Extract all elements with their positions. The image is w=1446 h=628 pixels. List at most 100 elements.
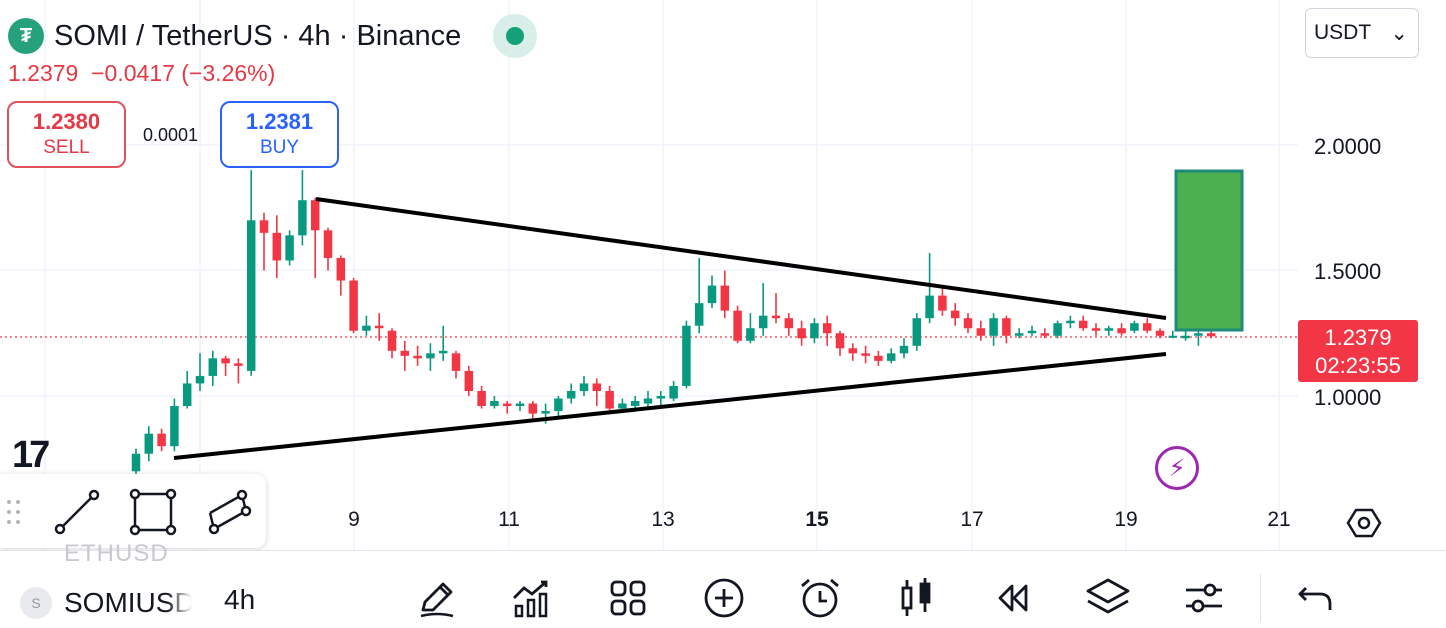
candle-body	[912, 318, 922, 346]
candle	[784, 313, 794, 336]
candle	[950, 303, 960, 326]
candle-body	[848, 348, 858, 354]
candle	[374, 313, 384, 341]
candle	[426, 343, 435, 371]
candle	[656, 390, 666, 407]
tether-logo-icon: ₮	[8, 18, 44, 54]
indicators-icon[interactable]	[508, 574, 556, 622]
rectangle-icon[interactable]	[128, 487, 178, 537]
candle	[682, 320, 691, 389]
candle	[464, 365, 474, 396]
candle	[643, 390, 653, 409]
price-chart[interactable]	[0, 0, 1446, 550]
candle	[310, 197, 320, 279]
price-axis-label: 2.0000	[1314, 134, 1382, 159]
candle	[707, 275, 717, 309]
buy-price: 1.2381	[245, 109, 314, 134]
candle-body	[784, 318, 794, 329]
time-axis-label: 9	[348, 508, 360, 531]
candle	[1117, 323, 1126, 336]
candle	[848, 343, 858, 361]
currency-select[interactable]: USDT ⌄	[1305, 8, 1419, 58]
replay-icon[interactable]	[988, 574, 1036, 622]
candle-body	[656, 396, 666, 399]
candle	[822, 315, 832, 346]
candle-body	[618, 403, 627, 409]
chart-settings-icon[interactable]	[1346, 505, 1382, 541]
candle	[1040, 328, 1050, 339]
bar-countdown: 02:23:55	[1315, 353, 1401, 378]
candle-body	[1181, 335, 1190, 339]
time-axis-label: 11	[498, 508, 520, 531]
candle-body	[643, 398, 653, 404]
time-axis-label: 15	[805, 508, 829, 531]
candle	[323, 227, 333, 271]
target-box[interactable]	[1174, 169, 1244, 332]
candle	[1155, 328, 1165, 339]
candle	[1168, 330, 1178, 339]
candle-body	[1066, 320, 1075, 324]
parallel-channel-icon[interactable]	[204, 487, 254, 537]
candle	[925, 252, 934, 324]
candle-body	[528, 403, 538, 414]
symbol-search-button[interactable]: SOMIUSDT	[64, 587, 192, 618]
lightning-icon[interactable]: ⚡	[1155, 446, 1199, 490]
candle-body	[1130, 323, 1139, 331]
interval-button[interactable]: 4h	[224, 584, 256, 615]
candle-body	[1002, 318, 1011, 336]
candle-body	[1091, 328, 1101, 331]
candle	[502, 401, 512, 414]
layers-icon[interactable]	[1084, 574, 1132, 622]
candle	[144, 426, 154, 462]
triangle-upper-trendline[interactable]	[315, 197, 1167, 320]
candle-body	[426, 353, 435, 359]
candle-body	[810, 323, 819, 339]
candle-body	[323, 230, 333, 258]
candle	[938, 285, 947, 316]
candle	[490, 396, 499, 409]
candle-body	[950, 310, 960, 319]
drag-handle-icon[interactable]	[4, 498, 24, 526]
candle	[451, 350, 461, 379]
buy-button[interactable]: 1.2381 BUY	[220, 101, 339, 168]
candle	[170, 398, 179, 452]
candle-body	[925, 295, 934, 319]
candle	[1053, 320, 1062, 339]
candle-body	[899, 345, 909, 354]
candle	[618, 398, 627, 412]
candle-body	[1155, 330, 1165, 336]
candle-body	[963, 318, 973, 329]
candle-body	[374, 325, 384, 329]
settings-sliders-icon[interactable]	[1180, 574, 1228, 622]
candle-body	[694, 303, 704, 326]
alert-clock-icon[interactable]	[796, 574, 844, 622]
candle-body	[1206, 333, 1216, 337]
symbol-title[interactable]: SOMI / TetherUS · 4h · Binance	[54, 19, 462, 52]
sell-label: SELL	[43, 137, 90, 158]
add-icon[interactable]	[700, 574, 748, 622]
undo-icon[interactable]	[1292, 574, 1340, 622]
candle-body	[976, 328, 986, 336]
candle	[912, 313, 922, 351]
candle	[1027, 325, 1037, 336]
candle	[1181, 330, 1190, 341]
market-status-icon[interactable]	[493, 14, 538, 58]
candle-body	[246, 220, 256, 371]
spread-value: 0.0001	[143, 125, 199, 145]
candle	[1066, 315, 1075, 329]
candle-body	[874, 355, 883, 361]
candle	[528, 401, 538, 422]
last-price-value: 1.2379	[1324, 325, 1392, 350]
candle	[1078, 315, 1088, 331]
time-axis-label: 13	[651, 508, 675, 531]
triangle-lower-trendline[interactable]	[173, 352, 1167, 460]
trendline-icon[interactable]	[52, 487, 102, 537]
sell-button[interactable]: 1.2380 SELL	[7, 101, 126, 168]
layout-grid-icon[interactable]	[604, 574, 652, 622]
pencil-icon[interactable]	[413, 574, 461, 622]
price-axis-label: 1.0000	[1314, 385, 1382, 410]
chart-type-icon[interactable]	[892, 574, 940, 622]
candle	[272, 215, 282, 279]
symbol-avatar: S	[20, 587, 52, 619]
candle	[758, 283, 768, 336]
